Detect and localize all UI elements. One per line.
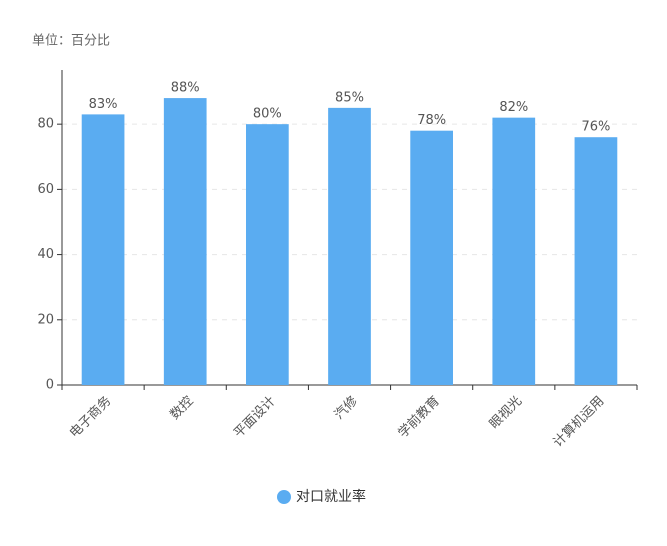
bar [246,124,289,386]
x-tick-label: 计算机运用 [551,394,608,451]
value-label: 88% [171,81,200,96]
y-tick-label: 60 [37,182,54,197]
bar [81,114,125,386]
bar [328,107,371,385]
value-label: 76% [581,120,610,135]
value-label: 85% [335,90,364,105]
value-label: 80% [253,107,282,122]
x-tick-label: 平面设计 [231,394,278,441]
x-tick-label: 数控 [168,394,197,423]
x-tick-label: 眼视光 [487,394,525,432]
legend-label: 对口就业率 [296,488,366,505]
x-tick-label: 电子商务 [66,393,114,441]
bar [574,137,618,385]
value-label: 83% [89,97,118,112]
bar [163,98,207,385]
unit-label: 单位：百分比 [32,34,110,49]
value-label: 78% [417,113,446,128]
x-tick-label: 学前教育 [395,393,443,441]
legend-marker [277,490,291,504]
x-tick-label: 汽修 [332,394,361,423]
y-tick-label: 40 [37,247,54,262]
value-label: 82% [499,100,528,115]
bar [492,117,536,385]
y-tick-label: 0 [46,378,54,393]
y-tick-label: 20 [37,312,54,327]
bar [410,130,453,385]
y-tick-label: 80 [37,117,54,132]
